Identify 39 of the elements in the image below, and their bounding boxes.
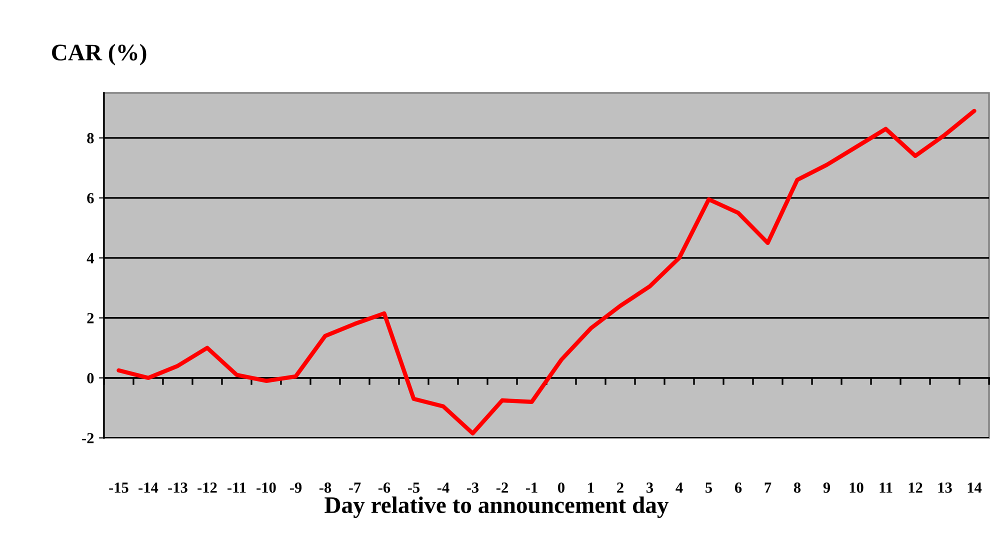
- x-tick-label: -6: [378, 482, 390, 493]
- x-tick-label: 9: [823, 482, 830, 493]
- x-tick-label: 7: [764, 482, 772, 493]
- x-tick-label: 2: [617, 482, 624, 493]
- x-tick-label: -10: [256, 482, 276, 493]
- x-tick-label: 8: [794, 482, 801, 493]
- x-tick-label: -4: [437, 482, 450, 493]
- x-tick-label: -13: [168, 482, 188, 493]
- x-tick-label: -5: [408, 482, 420, 493]
- x-tick-label: 10: [850, 482, 864, 493]
- x-tick-label: -8: [319, 482, 332, 493]
- y-tick-label: 8: [87, 133, 94, 144]
- x-tick-label: 5: [706, 482, 712, 493]
- x-tick-label: 13: [938, 482, 952, 493]
- x-tick-label: 1: [588, 482, 594, 493]
- x-tick-label: -3: [466, 482, 479, 493]
- x-tick-label: -9: [290, 482, 302, 493]
- x-tick-label: -1: [526, 482, 538, 493]
- x-tick-label: -2: [496, 482, 508, 493]
- y-tick-label: -2: [82, 433, 94, 444]
- x-tick-label: 3: [646, 482, 654, 493]
- y-tick-label: 2: [87, 313, 94, 324]
- x-tick-label: -7: [348, 482, 361, 493]
- line-series: [116, 108, 976, 436]
- x-tick-label: 6: [734, 482, 742, 493]
- y-tick-label: 0: [87, 373, 94, 384]
- y-tick-label: 6: [87, 193, 94, 204]
- y-axis-title: CAR (%): [52, 44, 146, 66]
- x-tick-label: 14: [968, 482, 982, 493]
- x-tick-label: 11: [880, 482, 892, 493]
- x-tick-label: -15: [109, 482, 128, 493]
- x-tick-label: -12: [198, 482, 217, 493]
- x-tick-label: 4: [676, 482, 683, 493]
- y-tick-label: 4: [86, 253, 94, 264]
- x-tick-label: 12: [908, 482, 922, 493]
- x-tick-label: 0: [558, 482, 564, 493]
- x-tick-label: -14: [138, 482, 158, 493]
- x-axis-title: Day relative to announcement day: [324, 496, 669, 518]
- x-tick-label: -11: [228, 482, 246, 493]
